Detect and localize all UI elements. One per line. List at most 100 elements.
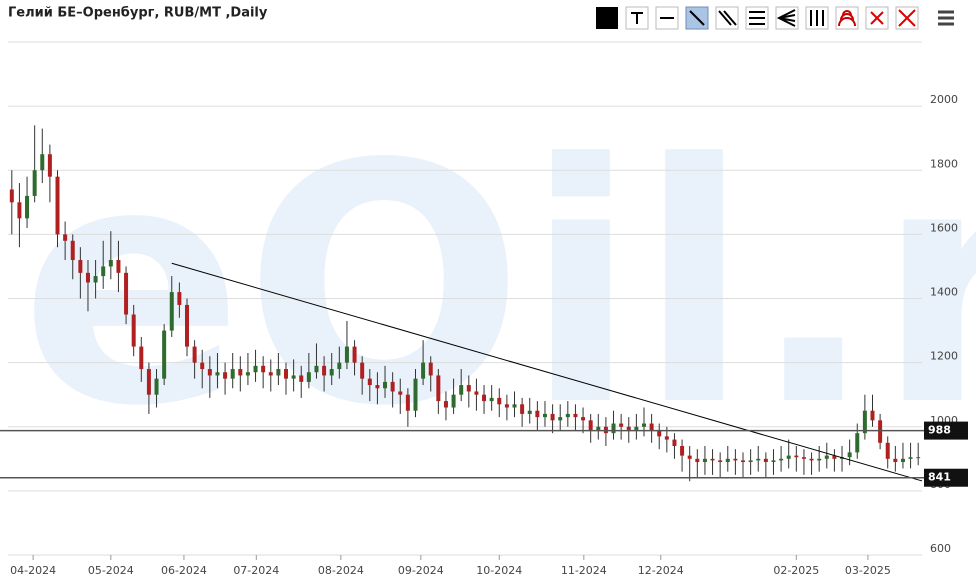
candle-body <box>611 423 616 434</box>
candle-body <box>451 394 456 408</box>
candle-body <box>124 272 129 315</box>
candle-body <box>238 369 243 376</box>
level-label: 841 <box>928 471 951 484</box>
x-tick-label: 05-2024 <box>88 564 134 577</box>
candle-body <box>672 439 677 446</box>
candle-body <box>588 420 593 430</box>
candle-body <box>40 154 45 171</box>
candle-body <box>870 410 875 421</box>
candle-body <box>223 372 228 379</box>
x-tick-label: 04-2024 <box>10 564 56 577</box>
candle-body <box>649 423 654 430</box>
candle-body <box>344 346 349 363</box>
candle-body <box>466 385 471 392</box>
candle-body <box>459 385 464 395</box>
candle-body <box>535 410 540 418</box>
candle-body <box>276 369 281 376</box>
candle-body <box>824 455 829 459</box>
candle-body <box>558 417 563 421</box>
candle-body <box>116 260 121 273</box>
candle-body <box>542 413 547 418</box>
candle-body <box>306 372 311 382</box>
candle-body <box>893 458 898 463</box>
candle-body <box>756 458 761 461</box>
y-tick-label: 1400 <box>930 286 958 299</box>
candle-body <box>763 458 768 463</box>
y-tick-label: 1200 <box>930 350 958 363</box>
candle-body <box>329 369 334 376</box>
candle-body <box>284 369 289 379</box>
candle-body <box>299 375 304 382</box>
candle-body <box>573 413 578 418</box>
candle-body <box>855 433 860 453</box>
fan-tool[interactable] <box>775 6 799 30</box>
candle-body <box>253 365 258 373</box>
candle-body <box>626 426 631 430</box>
candle-body <box>741 460 746 463</box>
candle-body <box>108 260 113 267</box>
candle-body <box>474 391 479 395</box>
trendline <box>171 262 923 482</box>
candle-body <box>367 378 372 386</box>
candle-body <box>878 420 883 443</box>
candle-body <box>702 458 707 463</box>
candle-body <box>664 436 669 440</box>
candle-body <box>733 458 738 461</box>
channel-tool[interactable] <box>715 6 739 30</box>
x-tick-label: 06-2024 <box>161 564 207 577</box>
candle-body <box>885 442 890 459</box>
candle-body <box>78 260 83 273</box>
candle-body <box>862 410 867 434</box>
candle-body <box>817 458 822 461</box>
candle-body <box>230 369 235 379</box>
candle-body <box>314 365 319 373</box>
candle-body <box>634 426 639 430</box>
candle-body <box>443 401 448 408</box>
y-tick-label: 1600 <box>930 221 958 234</box>
candle-body <box>184 304 189 347</box>
candle-body <box>710 458 715 461</box>
menu-button[interactable] <box>938 10 954 26</box>
candle-body <box>512 404 517 408</box>
candle-body <box>177 292 182 305</box>
candle-body <box>215 372 220 376</box>
candle-body <box>436 375 441 402</box>
candle-body <box>619 423 624 427</box>
candle-body <box>63 234 68 241</box>
color-tool[interactable] <box>596 7 618 29</box>
candle-body <box>390 381 395 392</box>
candle-body <box>169 292 174 331</box>
candle-body <box>32 170 37 196</box>
candle-body <box>497 397 502 405</box>
candle-body <box>85 272 90 283</box>
x-tick-label: 03-2025 <box>845 564 891 577</box>
candle-body <box>268 372 273 376</box>
candle-body <box>550 413 555 421</box>
candle-body <box>779 458 784 461</box>
candle-body <box>405 394 410 411</box>
chart-title: Гелий БЕ–Оренбург, RUB/MT ,Daily <box>8 6 268 21</box>
x-tick-label: 08-2024 <box>318 564 364 577</box>
candle-body <box>908 457 913 459</box>
candle-body <box>47 154 52 177</box>
candle-body <box>245 372 250 376</box>
candle-body <box>398 391 403 395</box>
candle-body <box>527 410 532 414</box>
candle-body <box>17 202 22 219</box>
candle-body <box>687 455 692 459</box>
x-tick-label: 10-2024 <box>476 564 522 577</box>
candle-body <box>520 404 525 414</box>
candle-body <box>25 195 30 219</box>
candle-body <box>70 240 75 261</box>
candle-body <box>596 426 601 430</box>
candle-body <box>801 457 806 459</box>
y-tick-label: 2000 <box>930 93 958 106</box>
candle-body <box>291 375 296 379</box>
candle-body <box>9 189 14 203</box>
candle-body <box>504 404 509 408</box>
candle-body <box>725 458 730 463</box>
candle-body <box>657 429 662 437</box>
candle-body <box>192 346 197 363</box>
x-tick-label: 11-2024 <box>561 564 607 577</box>
